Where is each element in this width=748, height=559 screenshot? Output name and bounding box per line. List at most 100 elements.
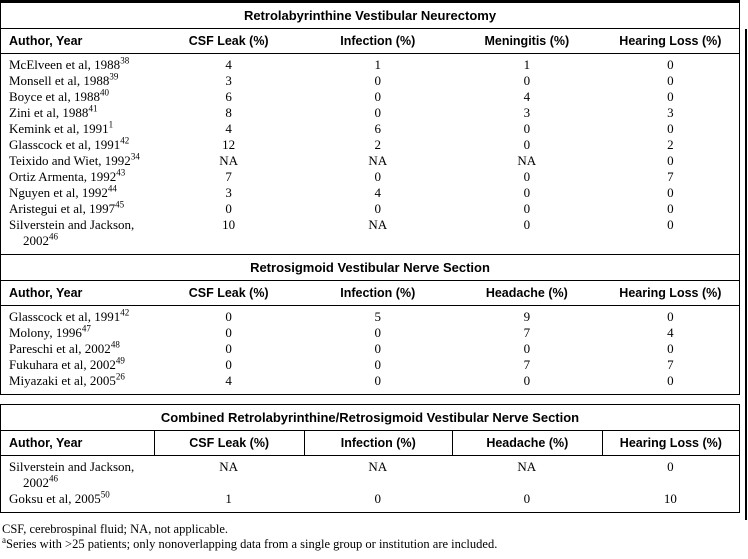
reference-superscript: 46 (49, 231, 58, 242)
table-row: Fukuhara et al, 200249 0 0 7 7 (1, 356, 739, 373)
value-cell: 4 (225, 373, 232, 388)
value-cell: 0 (225, 357, 232, 372)
author-year-line: 200246 (9, 231, 152, 249)
value-cell: 1 (374, 57, 381, 72)
author-cell: Ortiz Armenta, 199243 (1, 168, 154, 185)
reference-superscript: 47 (81, 323, 91, 334)
value-cell: 0 (225, 325, 232, 340)
value-cell: 6 (374, 121, 381, 136)
table-row: Monsell et al, 198839 3 0 0 0 (1, 71, 739, 89)
header-row: Author, Year CSF Leak (%) Infection (%) Hea… (1, 281, 739, 306)
table-row: Boyce et al, 198840 6 0 4 0 (1, 87, 739, 105)
value-cell: 7 (667, 357, 674, 372)
author-cell: McElveen et al, 198838 (1, 56, 154, 73)
value-cell: 4 (225, 57, 232, 72)
value-cell: NA (368, 459, 388, 474)
reference-superscript: 26 (115, 371, 125, 382)
reference-superscript: 48 (110, 339, 120, 350)
author-cell: Monsell et al, 198839 (1, 71, 154, 89)
value-cell: 4 (225, 121, 232, 136)
author-year-line: 200246 (9, 473, 152, 491)
table-body: Silverstein and Jackson, 200246 NA NA NA 0 Gok… (1, 456, 739, 512)
author-text: Ortiz Armenta, 1992 (9, 169, 117, 184)
author-cell: Fukuhara et al, 200249 (1, 356, 154, 373)
value-cell: 0 (667, 121, 674, 136)
value-cell: 10 (222, 217, 236, 232)
value-cell: 0 (523, 185, 531, 200)
reference-superscript: 46 (49, 473, 58, 484)
author-cell: Nguyen et al, 199244 (1, 184, 154, 201)
table-row: Silverstein and Jackson, 200246 NA NA NA 0 (1, 459, 739, 491)
author-year-text: 2002 (23, 475, 49, 490)
table-row: Miyazaki et al, 200526 4 0 0 0 (1, 371, 739, 389)
author-text: Glasscock et al, 1991 (9, 309, 121, 324)
value-cell: 0 (374, 491, 381, 506)
value-cell: 0 (523, 137, 531, 152)
table-row: Kemink et al, 19911 4 6 0 0 (1, 120, 739, 137)
value-cell: NA (368, 217, 388, 232)
value-cell: 7 (523, 357, 531, 372)
author-cell: Zini et al, 198841 (1, 103, 154, 121)
value-cell: 0 (667, 217, 674, 232)
column-header: Infection (%) (340, 34, 416, 48)
author-text: McElveen et al, 1988 (9, 57, 121, 72)
value-cell: 3 (225, 73, 232, 88)
abbreviations-note: CSF, cerebrospinal fluid; NA, not applic… (2, 522, 229, 536)
value-cell: 2 (374, 137, 381, 152)
author-cell: Miyazaki et al, 200526 (1, 371, 154, 389)
author-text: Boyce et al, 1988 (9, 89, 100, 104)
reference-superscript: 34 (130, 151, 140, 162)
author-text: Teixido and Wiet, 1992 (9, 153, 131, 168)
value-cell: 0 (667, 341, 674, 356)
reference-superscript: 40 (99, 87, 109, 98)
table-row: Goksu et al, 200550 1 0 0 10 (1, 490, 739, 507)
table-row: Glasscock et al, 199142 12 2 0 2 (1, 135, 739, 153)
column-header: Infection (%) (340, 286, 416, 300)
value-cell: 5 (374, 309, 381, 324)
author-year-text: 2002 (23, 233, 49, 248)
value-cell: 7 (225, 169, 232, 184)
author-text: Nguyen et al, 1992 (9, 185, 108, 200)
author-cell: Glasscock et al, 199142 (1, 135, 154, 153)
series-note-text: Series with >25 patients; only nonoverla… (6, 537, 498, 551)
column-header: CSF Leak (%) (188, 34, 269, 48)
table-row: Molony, 199647 0 0 7 4 (1, 323, 739, 341)
value-cell: 0 (667, 309, 674, 324)
value-cell: 0 (523, 373, 531, 388)
header-row: Author, Year CSF Leak (%) Infection (%) Men… (1, 29, 739, 54)
value-cell: 0 (374, 341, 381, 356)
value-cell: 0 (667, 185, 674, 200)
section-title: Retrolabyrinthine Vestibular Neurectomy (1, 3, 739, 29)
value-cell: 0 (374, 89, 381, 104)
reference-superscript: 41 (88, 103, 98, 114)
column-header: Author, Year (9, 286, 83, 300)
value-cell: 7 (523, 325, 531, 340)
column-header: CSF Leak (%) (188, 286, 269, 300)
column-header: Infection (%) (303, 431, 452, 455)
reference-superscript: 39 (109, 71, 119, 82)
value-cell: 0 (374, 325, 381, 340)
footnote-marker: a (2, 534, 6, 545)
reference-superscript: 42 (120, 307, 130, 318)
value-cell: 3 (225, 185, 232, 200)
column-header: Meningitis (%) (484, 34, 570, 48)
author-text: Fukuhara et al, 2002 (9, 357, 116, 372)
column-header: Hearing Loss (%) (619, 34, 722, 48)
table-section: Retrolabyrinthine Vestibular Neurectomy A… (1, 3, 739, 254)
table-row: Aristegui et al, 199745 0 0 0 0 (1, 200, 739, 217)
table-section: Combined Retrolabyrinthine/Retrosigmoid … (1, 405, 739, 512)
author-cell: Silverstein and Jackson, 200246 (1, 217, 154, 249)
author-cell: Goksu et al, 200550 (1, 490, 154, 507)
value-cell: 0 (523, 491, 531, 506)
reference-superscript: 42 (120, 135, 130, 146)
table-row: Nguyen et al, 199244 3 4 0 0 (1, 184, 739, 201)
value-cell: 0 (667, 201, 674, 216)
value-cell: 0 (374, 373, 381, 388)
table-body: Glasscock et al, 199142 0 5 9 0 Molony, 19964… (1, 306, 739, 394)
author-cell: Glasscock et al, 199142 (1, 307, 154, 325)
value-cell: 3 (667, 105, 674, 120)
author-text: Kemink et al, 1991 (9, 121, 109, 136)
value-cell: 4 (523, 89, 531, 104)
value-cell: 1 (225, 491, 232, 506)
value-cell: 4 (667, 325, 674, 340)
